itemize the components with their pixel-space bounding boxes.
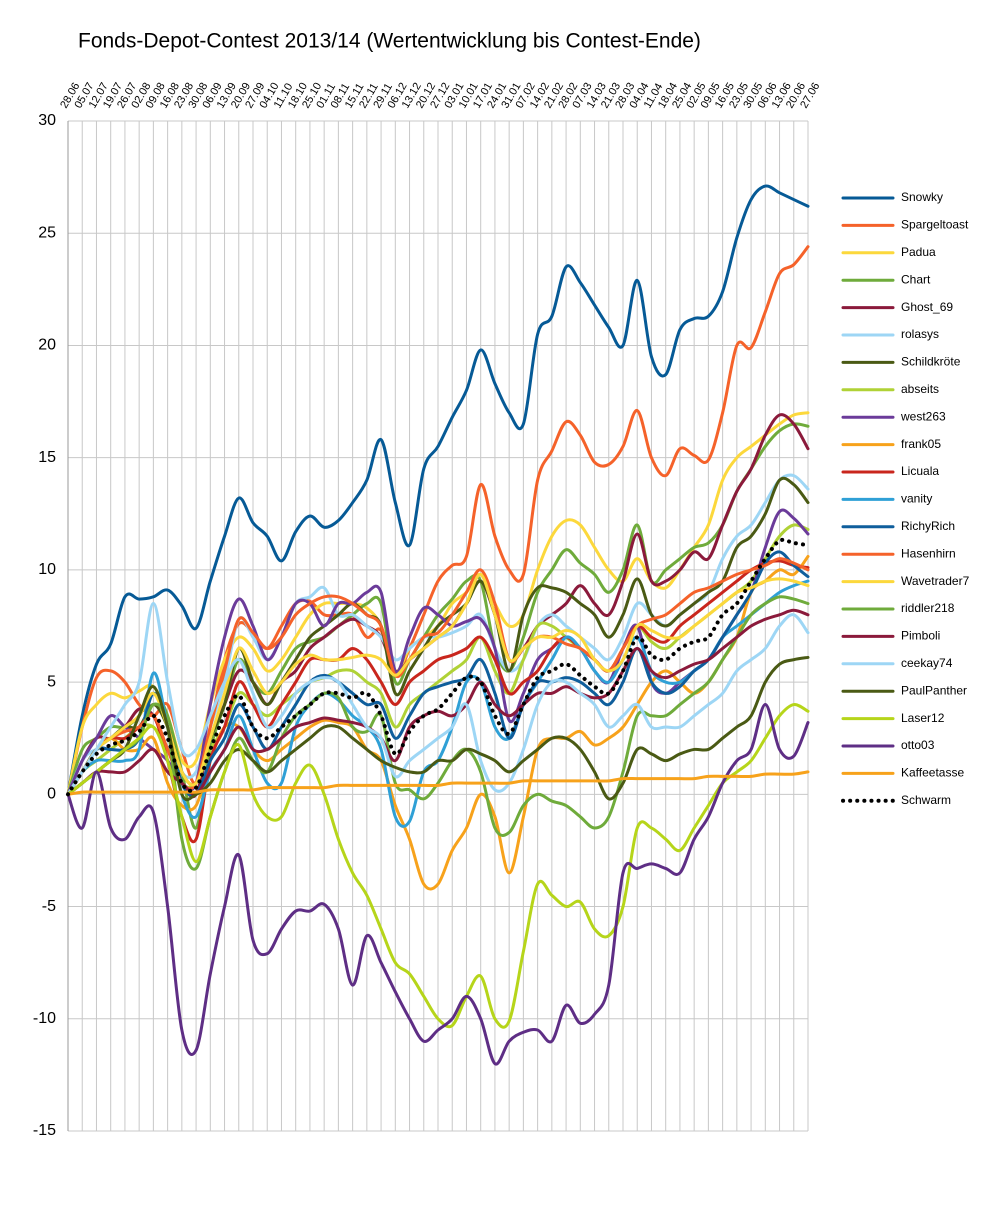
series-line [66,655,810,802]
legend-label: RichyRich [901,519,955,533]
series-line [66,537,810,797]
y-tick-label: -10 [33,1010,56,1027]
legend-label: Chart [901,272,931,286]
legend-label: abseits [901,382,939,396]
legend-label: Ghost_69 [901,300,953,314]
y-tick-label: 10 [38,561,56,578]
legend-label: PaulPanther [901,683,967,697]
series-line [66,559,810,844]
legend-label: Snowky [901,190,943,204]
series-line [66,770,810,796]
legend-label: Licuala [901,464,939,478]
legend-label: vanity [901,492,932,506]
y-tick-label: 20 [38,337,56,354]
legend-label: Wavetrader7 [901,574,970,588]
series-line [66,557,810,796]
y-tick-label: 30 [38,112,56,129]
y-tick-label: -15 [33,1122,56,1139]
legend-label: Spargeltoast [901,218,969,232]
legend-label: Hasenhirn [901,546,956,560]
y-tick-label: 0 [47,786,56,803]
series-line [66,703,810,1029]
legend-label: otto03 [901,738,935,752]
plot-lines [66,184,810,1066]
y-tick-label: 15 [38,449,56,466]
series-line [66,184,810,796]
series-line [66,422,810,830]
legend-label: frank05 [901,437,941,451]
series-line [66,572,810,796]
legend-label: Laser12 [901,711,945,725]
legend-label: ceekay74 [901,656,953,670]
legend-label: Schwarm [901,793,951,807]
chart-title: Fonds-Depot-Contest 2013/14 (Wertentwick… [78,30,701,53]
series-line [66,703,810,1066]
series-line [66,602,810,796]
series-line [66,245,810,796]
legend-label: riddler218 [901,601,955,615]
legend-label: Schildkröte [901,355,961,369]
series-line [66,554,810,891]
legend-label: Pimboli [901,629,940,643]
legend-label: rolasys [901,327,939,341]
legend: Snowky Spargeltoast Padua Chart Ghost_69rola… [841,190,970,807]
y-tick-label: 5 [47,673,56,690]
legend-label: Padua [901,245,936,259]
y-tick-label: -5 [42,898,56,915]
legend-label: Kaffeetasse [901,766,964,780]
grid [67,120,809,1132]
legend-label: west263 [900,409,946,423]
y-tick-label: 25 [38,224,56,241]
